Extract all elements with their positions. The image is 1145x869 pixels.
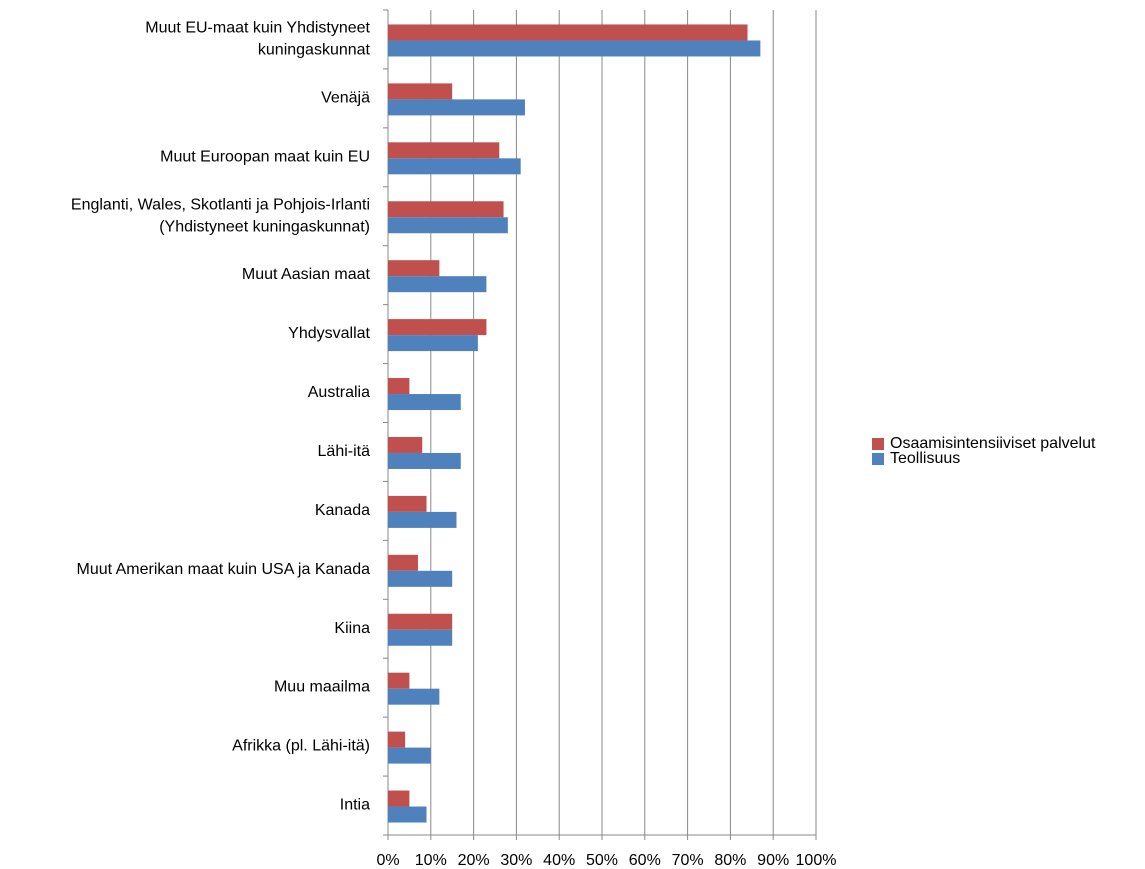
x-tick-label: 90% xyxy=(757,852,789,869)
bar xyxy=(388,554,418,571)
y-tick-label: Yhdysvallat xyxy=(288,325,370,342)
bar xyxy=(388,629,453,646)
bar xyxy=(388,319,487,336)
x-tick-label: 70% xyxy=(672,852,704,869)
y-tick-label: Kanada xyxy=(315,502,370,519)
bar xyxy=(388,613,453,630)
bar xyxy=(388,394,461,411)
y-tick-label: Muut Aasian maat xyxy=(242,266,371,283)
bar xyxy=(388,378,410,395)
x-tick-label: 20% xyxy=(458,852,490,869)
bar xyxy=(388,158,521,175)
bar xyxy=(388,672,410,689)
bar xyxy=(388,260,440,277)
x-tick-label: 60% xyxy=(629,852,661,869)
x-tick-label: 30% xyxy=(500,852,532,869)
x-tick-label: 50% xyxy=(586,852,618,869)
bar xyxy=(388,335,478,352)
y-tick-label: Lähi-itä xyxy=(318,443,371,460)
legend-label: Teollisuus xyxy=(890,450,960,467)
y-tick-label: Englanti, Wales, Skotlanti ja Pohjois-Ir… xyxy=(71,196,370,235)
y-tick-label: Intia xyxy=(340,797,370,814)
bar xyxy=(388,83,453,100)
bar xyxy=(388,790,410,807)
legend-swatch xyxy=(872,453,884,465)
bar xyxy=(388,570,453,587)
y-tick-label: Venäjä xyxy=(321,90,370,107)
bar xyxy=(388,731,406,748)
x-tick-label: 10% xyxy=(415,852,447,869)
x-tick-label: 0% xyxy=(376,852,399,869)
bar xyxy=(388,436,423,453)
x-tick-label: 100% xyxy=(796,852,837,869)
y-tick-label: Muu maailma xyxy=(274,679,370,696)
bar xyxy=(388,99,525,116)
bar xyxy=(388,24,748,41)
bar xyxy=(388,806,427,823)
legend-label: Osaamisintensiiviset palvelut xyxy=(890,435,1096,452)
x-tick-label: 80% xyxy=(714,852,746,869)
y-tick-label: Muut Amerikan maat kuin USA ja Kanada xyxy=(77,561,371,578)
y-tick-label: Muut EU-maat kuin Yhdistyneet kuningaskun… xyxy=(145,20,370,59)
bar xyxy=(388,511,457,528)
y-tick-label: Australia xyxy=(308,384,370,401)
bar xyxy=(388,747,431,764)
y-tick-label: Kiina xyxy=(334,620,370,637)
bar xyxy=(388,201,504,218)
y-tick-label: Afrikka (pl. Lähi-itä) xyxy=(232,738,370,755)
y-tick-label: Muut Euroopan maat kuin EU xyxy=(160,149,370,166)
bar xyxy=(388,217,508,234)
bar xyxy=(388,452,461,469)
bar xyxy=(388,142,500,159)
legend-swatch xyxy=(872,438,884,450)
x-tick-label: 40% xyxy=(543,852,575,869)
bar xyxy=(388,40,761,57)
bar xyxy=(388,495,427,512)
bar xyxy=(388,688,440,705)
bar xyxy=(388,276,487,293)
